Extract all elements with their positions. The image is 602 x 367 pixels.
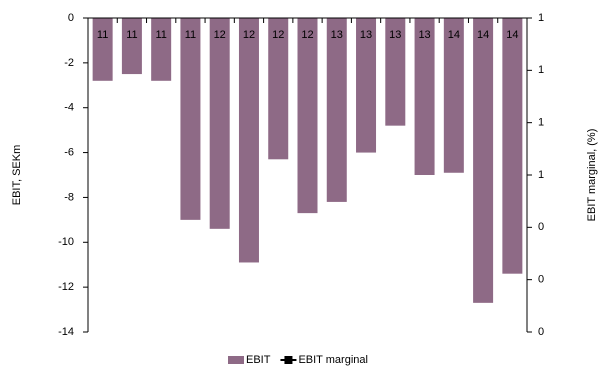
bar	[268, 18, 289, 160]
x-tick-label: 12	[272, 29, 284, 41]
bar	[414, 18, 435, 175]
bar	[356, 18, 377, 153]
x-tick-label: 11	[155, 29, 166, 41]
bar	[121, 18, 142, 75]
x-tick-label: 14	[477, 29, 489, 41]
y2-tick-label: 0	[538, 326, 544, 338]
bar	[385, 18, 406, 126]
legend-label: EBIT	[246, 354, 271, 366]
x-tick-label: 14	[448, 29, 460, 41]
x-tick-label: 12	[301, 29, 313, 41]
bar	[180, 18, 201, 220]
y-tick-label: 0	[68, 12, 74, 24]
x-tick-label: 13	[331, 29, 343, 41]
y-tick-label: -4	[64, 102, 74, 114]
y2-tick-label: 0	[538, 221, 544, 233]
legend-marker	[284, 356, 293, 364]
x-tick-label: 13	[389, 29, 401, 41]
bar	[473, 18, 494, 303]
x-tick-label: 13	[418, 29, 430, 41]
bar	[297, 18, 318, 214]
x-tick-label: 12	[243, 29, 255, 41]
x-tick-label: 11	[185, 29, 196, 41]
y-tick-label: -8	[64, 191, 74, 203]
legend-label: EBIT marginal	[298, 354, 368, 366]
y-axis-title: EBIT, SEKm	[11, 145, 23, 206]
bar	[92, 18, 113, 81]
y-tick-label: -6	[64, 146, 74, 158]
y2-tick-label: 1	[538, 117, 544, 129]
legend-swatch	[228, 356, 244, 364]
x-tick-label: 12	[214, 29, 226, 41]
bar	[326, 18, 347, 202]
x-tick-label: 11	[126, 29, 137, 41]
y2-axis-title: EBIT marginal, (%)	[586, 129, 598, 222]
y2-tick-label: 1	[538, 64, 544, 76]
bar	[209, 18, 230, 229]
y2-tick-label: 0	[538, 274, 544, 286]
bar	[443, 18, 464, 173]
x-tick-label: 13	[360, 29, 372, 41]
y-tick-label: -2	[64, 57, 74, 69]
bar	[151, 18, 172, 81]
y2-tick-label: 1	[538, 169, 544, 181]
y-tick-label: -10	[58, 236, 74, 248]
bar	[238, 18, 259, 263]
bar	[502, 18, 523, 274]
y-tick-label: -14	[58, 326, 74, 338]
x-tick-label: 11	[97, 29, 108, 41]
y-tick-label: -12	[58, 281, 74, 293]
y2-tick-label: 1	[538, 12, 544, 24]
x-tick-label: 14	[506, 29, 518, 41]
